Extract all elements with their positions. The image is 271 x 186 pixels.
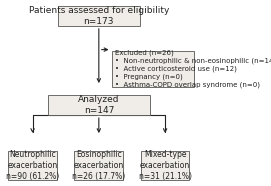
Text: Analyzed
n=147: Analyzed n=147 (78, 95, 120, 115)
Text: Excluded (n=26)
•  Non-neutrophilic & non-eosinophilic (n=14)
•  Active corticos: Excluded (n=26) • Non-neutrophilic & non… (115, 49, 271, 88)
Text: Neutrophilic
exacerbation
n=90 (61.2%): Neutrophilic exacerbation n=90 (61.2%) (6, 150, 59, 181)
FancyBboxPatch shape (141, 151, 189, 180)
FancyBboxPatch shape (8, 151, 57, 180)
FancyBboxPatch shape (48, 95, 150, 115)
FancyBboxPatch shape (58, 6, 140, 26)
Text: Eosinophilic
exacerbation
n=26 (17.7%): Eosinophilic exacerbation n=26 (17.7%) (72, 150, 125, 181)
FancyBboxPatch shape (75, 151, 123, 180)
Text: Patients assessed for eligibility
n=173: Patients assessed for eligibility n=173 (29, 6, 169, 26)
FancyBboxPatch shape (112, 51, 194, 87)
Text: Mixed-type
exacerbation
n=31 (21.1%): Mixed-type exacerbation n=31 (21.1%) (138, 150, 192, 181)
